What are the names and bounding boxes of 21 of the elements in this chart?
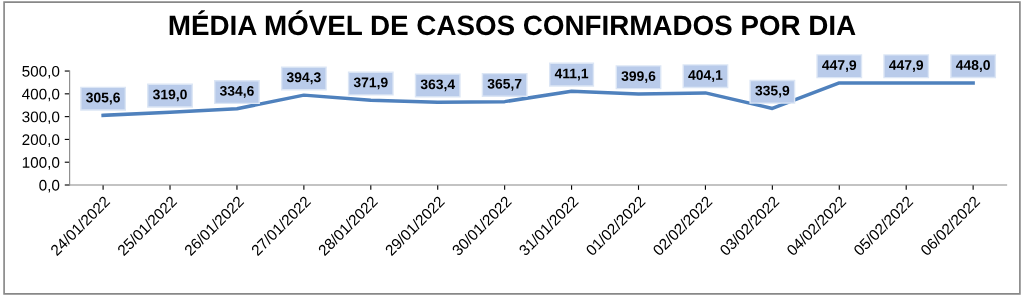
data-label: 394,3: [286, 72, 321, 85]
y-tick-label: 0,0: [39, 179, 60, 193]
data-label: 363,4: [420, 79, 456, 92]
chart-title: MÉDIA MÓVEL DE CASOS CONFIRMADOS POR DIA: [169, 10, 856, 36]
data-label: 404,1: [688, 70, 723, 82]
data-label: 305,6: [86, 92, 120, 105]
data-label: 334,6: [219, 85, 254, 98]
y-tick-label: 500,0: [22, 65, 60, 79]
data-label: 319,0: [152, 89, 187, 102]
data-label: 411,1: [554, 68, 589, 81]
y-tick-label: 200,0: [22, 134, 60, 147]
y-tick-label: 100,0: [22, 157, 60, 170]
data-label: 448,0: [955, 60, 990, 72]
data-label: 447,9: [822, 60, 857, 72]
data-label: 365,7: [487, 78, 522, 91]
data-label: 335,9: [755, 85, 790, 98]
y-tick-label: 400,0: [22, 88, 60, 102]
data-label: 371,9: [353, 77, 388, 90]
data-label: 447,9: [889, 60, 924, 72]
y-tick-label: 300,0: [22, 111, 60, 125]
data-label: 399,6: [621, 71, 656, 83]
